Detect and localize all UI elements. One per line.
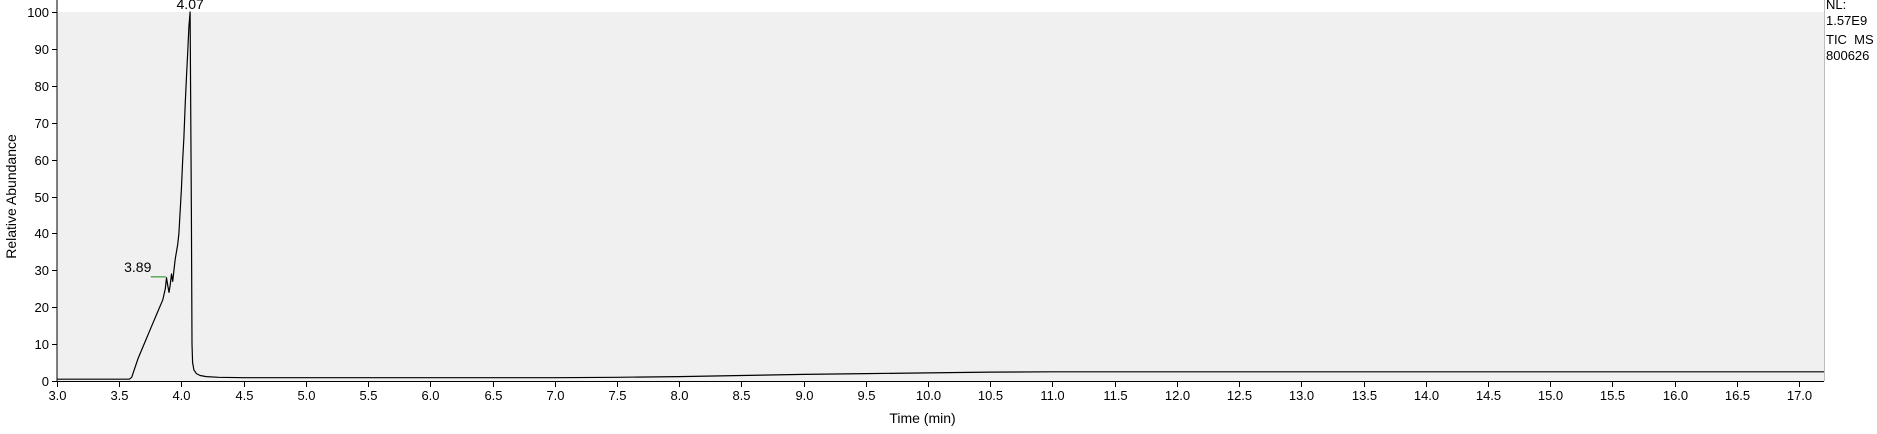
y-axis-label: Relative Abundance [3,134,19,259]
x-tick-label: 3.5 [110,388,128,403]
x-tick-label: 12.5 [1227,388,1252,403]
x-tick-label: 13.5 [1352,388,1377,403]
x-tick-label: 16.5 [1725,388,1750,403]
nl-label: NL: [1826,0,1846,12]
y-tick-label: 10 [35,337,49,352]
y-tick-label: 60 [35,153,49,168]
x-tick-label: 8.0 [670,388,688,403]
y-tick-label: 30 [35,263,49,278]
peak-labels: 4.07 3.89 [124,0,204,278]
x-tick-label: 7.5 [608,388,626,403]
x-tick-label: 5.5 [359,388,377,403]
x-tick-label: 10.5 [978,388,1003,403]
nl-value: 1.57E9 [1826,13,1867,28]
x-tick-label: 17.0 [1787,388,1812,403]
y-tick-label: 50 [35,190,49,205]
y-tick-label: 40 [35,226,49,241]
x-tick-label: 4.5 [235,388,253,403]
sample-id-label: 800626 [1826,48,1869,63]
x-tick-label: 9.0 [795,388,813,403]
y-tick-label: 90 [35,42,49,57]
x-tick-label: 9.5 [857,388,875,403]
x-axis-ticks: 3.0 3.5 4.0 4.5 5.0 5.5 6.0 6.5 7.0 7.5 8.0 8.5 9.0 9… [48,381,1812,403]
x-tick-label: 13.0 [1289,388,1314,403]
trace-type-label: TIC MS [1826,32,1874,47]
x-axis-label: Time (min) [889,410,955,426]
y-tick-label: 0 [42,374,49,389]
y-tick-label: 100 [27,5,49,20]
x-tick-label: 14.0 [1414,388,1439,403]
peak-label: 4.07 [177,0,204,12]
x-tick-label: 15.5 [1600,388,1625,403]
x-tick-label: 5.0 [297,388,315,403]
x-tick-label: 6.0 [421,388,439,403]
x-tick-label: 10.0 [916,388,941,403]
x-tick-label: 4.0 [172,388,190,403]
plot-area [57,12,1824,381]
x-tick-label: 6.5 [484,388,502,403]
x-tick-label: 7.0 [546,388,564,403]
x-tick-label: 11.0 [1040,388,1064,403]
x-tick-label: 11.5 [1103,388,1127,403]
x-tick-label: 3.0 [48,388,66,403]
x-tick-label: 15.0 [1538,388,1563,403]
x-tick-label: 14.5 [1476,388,1501,403]
x-tick-label: 16.0 [1663,388,1688,403]
y-tick-label: 70 [35,116,49,131]
x-tick-label: 12.0 [1165,388,1190,403]
chromatogram-trace [57,11,1824,380]
y-axis-ticks: 0 10 20 30 40 50 60 70 80 90 100 [27,5,57,389]
peak-label: 3.89 [124,259,151,275]
y-tick-label: 20 [35,300,49,315]
x-tick-label: 8.5 [732,388,750,403]
y-tick-label: 80 [35,79,49,94]
